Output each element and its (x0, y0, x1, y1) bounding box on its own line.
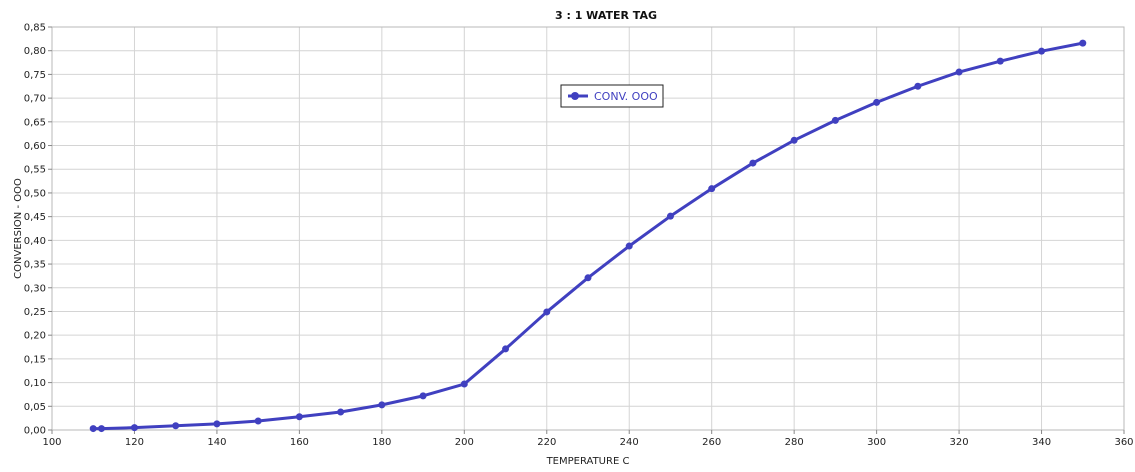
legend-marker-swatch (571, 92, 579, 100)
x-tick-label: 180 (372, 437, 391, 448)
data-point (584, 274, 592, 282)
data-point (89, 425, 97, 433)
y-tick-label: 0,45 (24, 212, 46, 223)
y-axis-title: CONVERSION - OOO (13, 178, 24, 279)
x-tick-label: 340 (1032, 437, 1051, 448)
x-tick-label: 160 (290, 437, 309, 448)
data-point (502, 345, 510, 353)
data-point (213, 420, 221, 428)
data-point (996, 57, 1004, 65)
y-tick-label: 0,05 (24, 402, 46, 413)
y-tick-label: 0,70 (24, 94, 46, 105)
x-tick-label: 300 (867, 437, 886, 448)
data-point (873, 98, 881, 106)
y-tick-label: 0,25 (24, 307, 46, 318)
y-tick-label: 0,85 (24, 23, 46, 34)
data-point (172, 422, 180, 430)
x-tick-label: 200 (455, 437, 474, 448)
x-tick-label: 140 (207, 437, 226, 448)
data-point (790, 136, 798, 144)
y-tick-label: 0,55 (24, 165, 46, 176)
data-point (419, 392, 427, 400)
chart-title: 3 : 1 WATER TAG (555, 9, 657, 22)
x-tick-label: 240 (620, 437, 639, 448)
legend-box (560, 84, 664, 108)
data-point (708, 185, 716, 193)
plot-frame (51, 26, 1125, 431)
y-tick-label: 0,75 (24, 70, 46, 81)
legend-label: CONV. OOO (594, 90, 658, 103)
series-line (91, 41, 1085, 431)
x-tick-label: 360 (1114, 437, 1133, 448)
x-tick-label: 280 (785, 437, 804, 448)
y-tick-label: 0,15 (24, 354, 46, 365)
data-point (1079, 39, 1087, 47)
data-point (295, 413, 303, 421)
data-point (337, 408, 345, 416)
x-tick-label: 220 (537, 437, 556, 448)
y-tick-label: 0,40 (24, 236, 46, 247)
x-tick-label: 120 (125, 437, 144, 448)
data-point (955, 68, 963, 76)
data-point (1038, 47, 1046, 55)
x-tick-label: 100 (42, 437, 61, 448)
y-tick-label: 0,20 (24, 331, 46, 342)
x-axis-title: TEMPERATURE C (546, 456, 630, 467)
y-tick-label: 0,65 (24, 117, 46, 128)
y-axis-ticks: 0,00 0,05 0,10 0,15 0,20 0,25 0,30 0,35 0,40 0,45… (24, 23, 52, 437)
y-tick-label: 0,30 (24, 283, 46, 294)
y-tick-label: 0,80 (24, 46, 46, 57)
data-point (254, 417, 262, 425)
data-point (130, 424, 138, 432)
data-point (97, 425, 105, 433)
y-tick-label: 0,35 (24, 260, 46, 271)
data-point (666, 212, 674, 220)
x-tick-label: 260 (702, 437, 721, 448)
data-point (543, 308, 551, 316)
y-tick-label: 0,10 (24, 378, 46, 389)
data-point (378, 401, 386, 409)
y-tick-label: 0,50 (24, 188, 46, 199)
y-tick-label: 0,60 (24, 141, 46, 152)
data-point (625, 242, 633, 250)
data-point (460, 380, 468, 388)
legend[interactable]: CONV. OOO (560, 84, 664, 108)
data-point (749, 159, 757, 167)
y-tick-label: 0,00 (24, 426, 46, 437)
data-point (914, 82, 922, 90)
series-layer (89, 39, 1087, 433)
x-axis-ticks: 100 120 140 160 180 200 220 240 260 280 300 320 340 3… (42, 430, 1134, 448)
x-tick-label: 320 (950, 437, 969, 448)
data-point (831, 116, 839, 124)
